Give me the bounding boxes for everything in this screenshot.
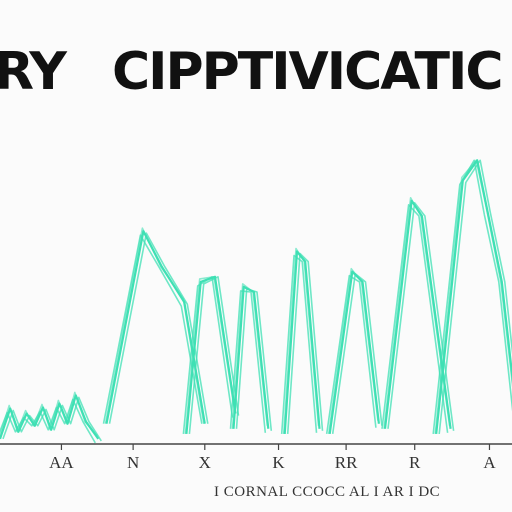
- series-line-2-stroke-3: [104, 227, 205, 424]
- series-line-3-stroke-3: [184, 275, 236, 434]
- series-line-6: [328, 270, 380, 435]
- series-layer: [0, 159, 512, 444]
- x-tick-label: AA: [49, 453, 74, 472]
- series-line-5-stroke-1: [280, 254, 318, 434]
- chart-title-left: RY: [0, 42, 67, 102]
- series-line-4-stroke-3: [231, 283, 269, 429]
- series-line-3-stroke-2: [188, 275, 240, 434]
- series-line-6-stroke-2: [331, 272, 383, 435]
- series-line-5-stroke-2: [286, 252, 324, 434]
- chart-title-right: CIPPTIVICATIC: [112, 42, 503, 102]
- series-line-5-stroke-3: [282, 247, 320, 434]
- series-line-7-stroke-3: [383, 197, 451, 429]
- series-line-6-stroke-3: [327, 267, 379, 435]
- x-tick-label: X: [199, 453, 211, 472]
- x-tick-label: RR: [335, 453, 358, 472]
- series-line-1-stroke-2: [2, 396, 102, 442]
- x-tick-label: R: [409, 453, 421, 472]
- x-tick-label: A: [483, 453, 496, 472]
- series-line-8-stroke-1: [432, 159, 512, 434]
- tick-layer: AA N X K RR R A: [49, 444, 496, 472]
- chart-title: RY CIPPTIVICATIC: [0, 44, 512, 100]
- x-tick-label: N: [127, 453, 139, 472]
- series-line-1-stroke-1: [0, 398, 96, 444]
- series-line-1-stroke-3: [0, 391, 98, 439]
- footer-caption: I CORNAL CCOCC AL I AR I DC: [214, 484, 441, 500]
- x-tick-label: K: [272, 453, 285, 472]
- series-line-3: [185, 275, 237, 435]
- series-line-2-stroke-1: [102, 234, 203, 424]
- series-line-3-stroke-1: [182, 275, 234, 434]
- series-line-7-stroke-2: [387, 202, 455, 431]
- series-line-8-stroke-2: [438, 159, 512, 434]
- series-line-8-stroke-3: [434, 159, 512, 434]
